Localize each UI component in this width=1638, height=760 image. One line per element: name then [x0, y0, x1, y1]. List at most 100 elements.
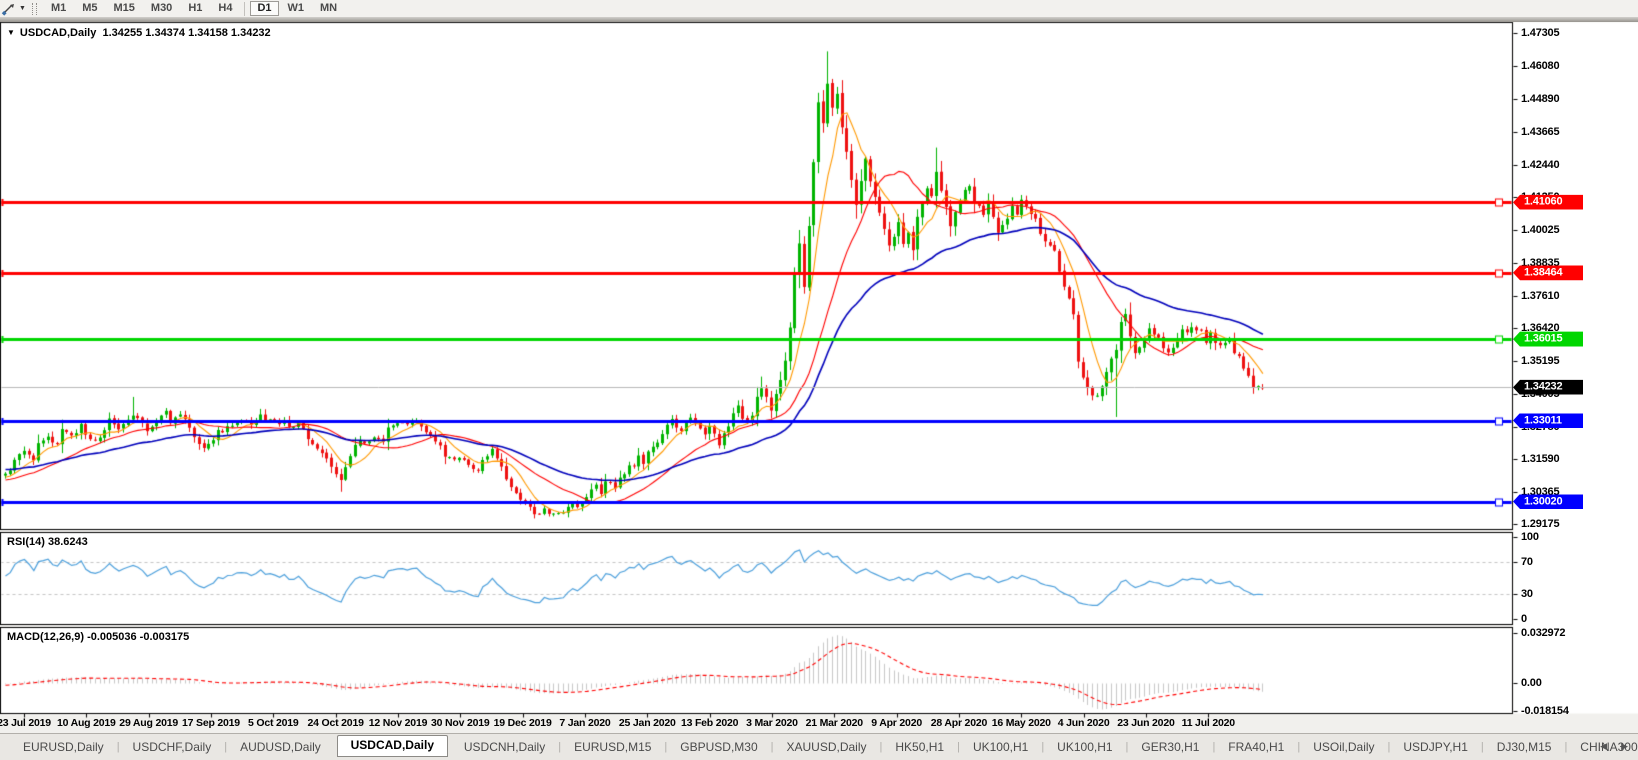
x-axis-date-label: 3 Mar 2020 — [746, 717, 798, 729]
tab-UK100-H1[interactable]: UK100,H1 — [1057, 740, 1113, 754]
timeframe-button-W1[interactable]: W1 — [287, 2, 305, 14]
tab-DJ30-M15[interactable]: DJ30,M15 — [1496, 740, 1552, 754]
macd-axis-label: 0.00 — [1521, 677, 1542, 689]
tab-USOil-Daily[interactable]: USOil,Daily — [1313, 740, 1375, 754]
y-axis-label: 1.36420 — [1521, 322, 1560, 335]
x-axis-date-label: 11 Jul 2020 — [1181, 717, 1235, 729]
tab-separator: | — [1125, 741, 1129, 753]
tab-separator: | — [664, 741, 668, 753]
y-axis-label: 1.46080 — [1521, 60, 1560, 73]
title-dropdown-icon[interactable]: ▼ — [7, 28, 15, 37]
line-draw-cursor-icon[interactable] — [1, 2, 17, 16]
chevron-down-icon[interactable]: ▼ — [19, 5, 26, 12]
timeframe-button-MN[interactable]: MN — [320, 2, 338, 14]
tab-EURUSD-M15[interactable]: EURUSD,M15 — [574, 740, 652, 754]
tab-separator: | — [1480, 741, 1484, 753]
rsi-axis-label: 30 — [1521, 588, 1533, 601]
tab-AUDUSD-Daily[interactable]: AUDUSD,Daily — [240, 740, 321, 754]
x-axis-date-label: 19 Dec 2019 — [493, 717, 552, 729]
tab-separator: | — [957, 741, 960, 753]
toolbar-separator — [244, 1, 246, 16]
tab-USDCAD-Daily[interactable]: USDCAD,Daily — [336, 735, 448, 757]
tab-USDCHF-Daily[interactable]: USDCHF,Daily — [132, 740, 212, 754]
tab-FRA40-H1[interactable]: FRA40,H1 — [1228, 740, 1285, 754]
macd-axis-label: 0.032972 — [1521, 627, 1566, 639]
x-axis-date-label: 17 Sep 2019 — [182, 717, 240, 729]
timeframe-buttons: M1 M5 M15 M30 H1 H4 D1 W1 MN — [43, 1, 345, 16]
tab-separator: | — [879, 741, 883, 753]
title-ohlc: 1.34255 1.34374 1.34158 1.34232 — [102, 27, 271, 39]
y-axis-label: 1.44890 — [1521, 92, 1560, 105]
timeframe-button-H1[interactable]: H1 — [188, 2, 203, 14]
y-axis-label: 1.37610 — [1521, 289, 1560, 302]
x-axis-date-label: 23 Jul 2019 — [0, 717, 51, 729]
y-axis-label: 1.43665 — [1521, 125, 1560, 138]
x-axis-date-label: 30 Nov 2019 — [431, 717, 490, 729]
tab-XAUUSD-Daily[interactable]: XAUUSD,Daily — [786, 740, 867, 754]
x-axis-date-label: 29 Aug 2019 — [119, 717, 179, 729]
rsi-axis-label: 0 — [1521, 613, 1527, 625]
title-symbol: USDCAD,Daily — [19, 27, 97, 39]
tab-HK50-H1[interactable]: HK50,H1 — [895, 740, 945, 754]
tab-EURUSD-Daily[interactable]: EURUSD,Daily — [23, 740, 104, 754]
x-axis-date-label: 21 Mar 2020 — [805, 717, 864, 729]
tab-separator: | — [1297, 741, 1301, 753]
tab-USDCNH-Daily[interactable]: USDCNH,Daily — [463, 740, 546, 754]
x-axis-date-label: 13 Feb 2020 — [680, 717, 739, 729]
x-axis-date-label: 16 May 2020 — [991, 717, 1051, 729]
x-axis-date-label: 25 Jan 2020 — [618, 717, 676, 729]
price-line-flag: 1.30020 — [1513, 494, 1583, 510]
toolbar-edge — [0, 17, 1638, 22]
y-axis-label: 1.29175 — [1521, 518, 1560, 531]
price-line-flag: 1.38464 — [1513, 265, 1583, 281]
y-axis-label: 1.35195 — [1521, 355, 1560, 368]
tab-CHINA300-H4[interactable]: CHINA300,H4 — [1580, 740, 1638, 754]
scroll-right-icon[interactable]: ▶ — [1621, 741, 1628, 751]
tab-separator: | — [116, 741, 120, 753]
tab-separator: | — [1387, 741, 1391, 753]
tab-separator: | — [224, 741, 228, 753]
tab-separator: | — [1041, 741, 1045, 753]
timeframe-button-M1[interactable]: M1 — [50, 2, 67, 14]
price-line-flag: 1.36015 — [1513, 331, 1583, 347]
tab-GBPUSD-M30[interactable]: GBPUSD,M30 — [680, 740, 758, 754]
x-axis-date-label: 5 Oct 2019 — [248, 717, 299, 729]
y-axis-label: 1.31590 — [1521, 453, 1560, 465]
tab-GER30-H1[interactable]: GER30,H1 — [1141, 740, 1200, 754]
toolbar-grip[interactable] — [31, 2, 37, 15]
rsi-axis-label: 100 — [1521, 531, 1539, 543]
chart-tab-bar: EURUSD,Daily | USDCHF,Daily | AUDUSD,Daily | U… — [0, 733, 1638, 760]
price-line-flag: 1.41060 — [1513, 194, 1583, 210]
chart-title: ▼ USDCAD,Daily 1.34255 1.34374 1.34158 1.… — [7, 27, 271, 39]
timeframe-button-D1[interactable]: D1 — [250, 1, 279, 16]
x-axis-date-label: 23 Jun 2020 — [1117, 717, 1175, 729]
tab-UK100-H1[interactable]: UK100,H1 — [972, 740, 1029, 754]
macd-label: MACD(12,26,9) -0.005036 -0.003175 — [7, 631, 190, 643]
timeframe-button-M5[interactable]: M5 — [82, 2, 98, 14]
tab-separator: | — [1212, 741, 1216, 753]
tab-separator: | — [770, 741, 774, 753]
scroll-left-icon[interactable]: ◀ — [1600, 741, 1608, 751]
x-axis-date-label: 7 Jan 2020 — [559, 717, 611, 729]
rsi-axis-label: 70 — [1521, 555, 1533, 568]
tab-separator: | — [558, 741, 562, 753]
rsi-label: RSI(14) 38.6243 — [7, 536, 88, 548]
x-axis-date-label: 4 Jun 2020 — [1057, 717, 1110, 729]
timeframe-button-M15[interactable]: M15 — [113, 2, 135, 14]
timeframe-button-H4[interactable]: H4 — [218, 2, 233, 14]
current-price-flag: 1.34232 — [1513, 379, 1583, 395]
tab-scroll-arrows: ◀ ▶ — [1586, 741, 1628, 752]
x-axis-date-label: 12 Nov 2019 — [368, 717, 428, 729]
x-axis-date-label: 9 Apr 2020 — [871, 717, 922, 729]
macd-axis-label: -0.018154 — [1521, 704, 1569, 717]
x-axis-date-label: 10 Aug 2019 — [56, 717, 116, 729]
tab-USDJPY-H1[interactable]: USDJPY,H1 — [1403, 740, 1468, 754]
timeframe-button-M30[interactable]: M30 — [150, 2, 173, 14]
price-line-flag: 1.33011 — [1513, 413, 1583, 428]
y-axis-label: 1.42440 — [1521, 158, 1560, 171]
y-axis-label: 1.40025 — [1521, 224, 1560, 237]
toolbar: ▼ M1 M5 M15 M30 H1 H4 D1 W1 MN — [0, 0, 1638, 17]
tab-separator: | — [1564, 741, 1568, 753]
